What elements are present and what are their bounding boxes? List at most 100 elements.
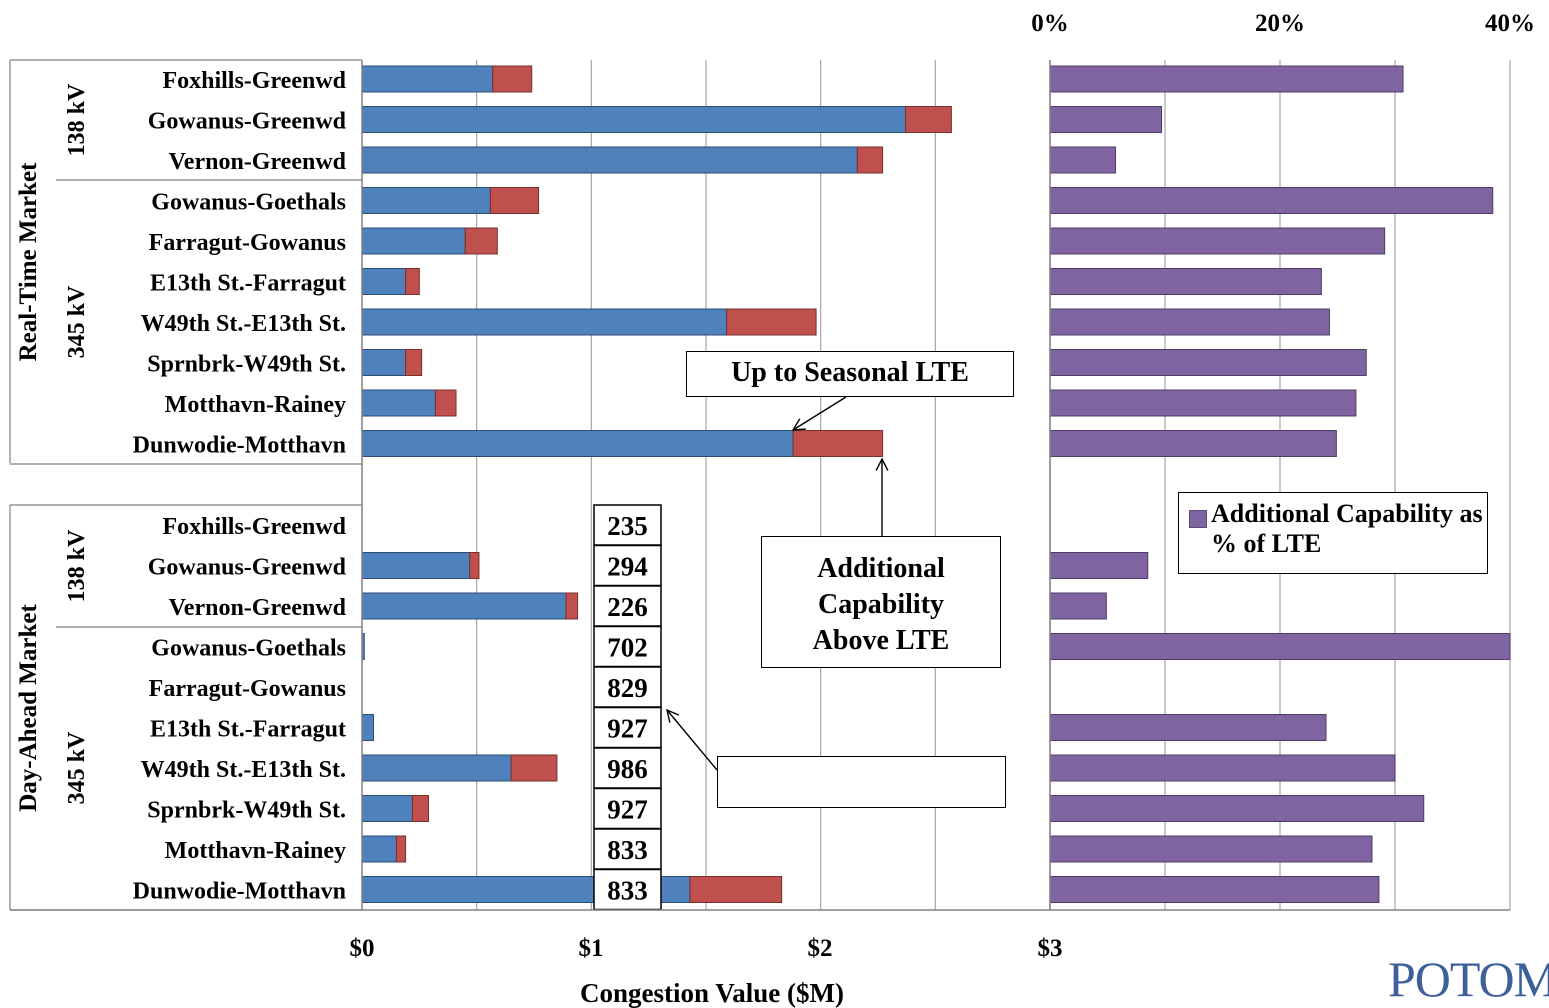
- row-label: Gowanus-Goethals: [151, 636, 346, 662]
- blank-callout-arrow-head: [666, 708, 680, 723]
- bar-base-value: [361, 187, 491, 214]
- annotation-arrows: [666, 396, 889, 771]
- above-lte-arrow-head: [875, 457, 889, 471]
- bar-pct-of-lte: [1049, 633, 1511, 660]
- bar-additional-value: [411, 795, 430, 822]
- bar-additional-value: [510, 754, 558, 782]
- bar-base-value: [361, 592, 567, 620]
- legend: Additional Capability as % of LTE: [1178, 492, 1488, 574]
- row-label: Vernon-Greenwd: [169, 595, 347, 621]
- bar-base-value: [361, 308, 728, 336]
- count-label: 927: [607, 795, 648, 825]
- voltage-label: 138 kV: [64, 529, 90, 602]
- bar-base-value: [361, 146, 858, 174]
- bar-pct-of-lte: [1049, 349, 1367, 376]
- blank-callout: [717, 756, 1006, 808]
- market-label: Day-Ahead Market: [15, 604, 42, 812]
- bar-additional-value: [565, 592, 579, 620]
- count-label: 294: [607, 552, 648, 582]
- bar-base-value: [361, 106, 907, 133]
- bar-pct-of-lte: [1049, 876, 1380, 903]
- bar-additional-value: [792, 430, 884, 457]
- row-label: Gowanus-Greenwd: [148, 109, 347, 135]
- bar-additional-value: [726, 308, 817, 336]
- count-box: [593, 706, 662, 749]
- count-box: [593, 828, 662, 870]
- count-label: 927: [607, 714, 648, 744]
- count-label: 833: [607, 876, 648, 906]
- bar-pct-of-lte: [1049, 227, 1386, 255]
- x-tick-label: $3: [1038, 935, 1063, 962]
- bar-base-value: [361, 349, 407, 376]
- x-tick-label: $1: [579, 935, 604, 962]
- row-label: W49th St.-E13th St.: [141, 311, 346, 337]
- row-label: W49th St.-E13th St.: [141, 757, 346, 783]
- above-lte-text: Additional Capability Above LTE: [812, 553, 950, 656]
- bar-pct-of-lte: [1049, 592, 1107, 620]
- bar-pct-of-lte: [1049, 308, 1330, 336]
- seasonal-arrow-head: [791, 418, 807, 431]
- bar-additional-value: [492, 65, 533, 93]
- bar-pct-of-lte: [1049, 268, 1322, 295]
- count-box: [593, 544, 662, 587]
- row-label: Foxhills-Greenwd: [162, 68, 346, 94]
- row-label: Farragut-Gowanus: [149, 676, 346, 702]
- bar-base-value: [361, 754, 512, 782]
- count-label: 829: [607, 673, 648, 703]
- bar-additional-value: [405, 268, 420, 295]
- count-box: [593, 747, 662, 789]
- bar-additional-value: [464, 227, 498, 255]
- count-box: [593, 585, 662, 627]
- above-lte-callout: Additional Capability Above LTE: [761, 536, 1001, 668]
- bar-pct-of-lte: [1049, 389, 1357, 417]
- count-label: 702: [607, 633, 648, 663]
- bar-additional-value: [689, 876, 783, 903]
- bar-base-value: [361, 835, 397, 863]
- pct-tick-label: 20%: [1255, 10, 1305, 37]
- bar-base-value: [361, 795, 413, 822]
- row-label: Motthavn-Rainey: [165, 392, 346, 418]
- bar-additional-value: [395, 835, 407, 863]
- bar-base-value: [361, 552, 471, 579]
- bar-base-value: [361, 430, 794, 457]
- row-label: E13th St.-Farragut: [150, 271, 346, 297]
- pct-tick-label: 40%: [1485, 10, 1535, 37]
- count-label: 986: [607, 754, 648, 784]
- legend-label: Additional Capability as % of LTE: [1211, 499, 1483, 558]
- count-label: 235: [607, 511, 648, 541]
- bar-additional-value: [405, 349, 423, 376]
- bar-pct-of-lte: [1049, 106, 1163, 133]
- row-label: Foxhills-Greenwd: [162, 514, 346, 540]
- market-label: Real-Time Market: [15, 162, 42, 361]
- count-box: [593, 868, 662, 911]
- bar-additional-value: [434, 389, 457, 417]
- voltage-label: 138 kV: [64, 83, 90, 156]
- row-label: Gowanus-Greenwd: [148, 555, 347, 581]
- seasonal-lte-callout: Up to Seasonal LTE: [686, 351, 1014, 397]
- x-tick-label: $2: [808, 935, 833, 962]
- row-label: Farragut-Gowanus: [149, 230, 346, 256]
- voltage-label: 345 kV: [64, 285, 90, 358]
- bar-pct-of-lte: [1049, 146, 1117, 174]
- row-label: Vernon-Greenwd: [169, 149, 347, 175]
- seasonal-arrow: [792, 396, 847, 431]
- bar-additional-value: [469, 552, 480, 579]
- logo-text: POTOMAC: [1388, 951, 1549, 1007]
- bar-base-value: [361, 714, 374, 741]
- bar-pct-of-lte: [1049, 795, 1425, 822]
- row-label: Sprnbrk-W49th St.: [147, 352, 346, 378]
- pct-tick-label: 0%: [1031, 10, 1069, 37]
- bar-pct-of-lte: [1049, 552, 1149, 579]
- count-box: [593, 504, 662, 546]
- bar-additional-value: [905, 106, 952, 133]
- bar-pct-of-lte: [1049, 835, 1373, 863]
- bar-base-value: [361, 389, 436, 417]
- row-label: Dunwodie-Motthavn: [133, 433, 346, 459]
- blank-callout-arrow: [666, 709, 718, 771]
- row-label: Dunwodie-Motthavn: [133, 879, 346, 905]
- seasonal-lte-text: Up to Seasonal LTE: [731, 357, 969, 388]
- row-label: E13th St.-Farragut: [150, 717, 346, 743]
- row-label: Gowanus-Goethals: [151, 190, 346, 216]
- x-axis-title: Congestion Value ($M): [580, 978, 844, 1008]
